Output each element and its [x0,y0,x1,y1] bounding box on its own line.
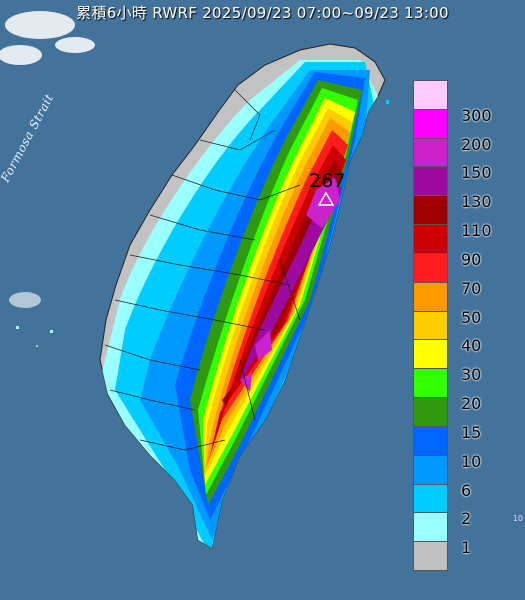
max-location-triangle-icon [318,192,334,206]
legend-swatch [413,195,448,226]
legend-swatch [413,80,448,110]
legend-label: 150 [461,163,492,183]
legend-swatch [413,368,448,399]
legend-label: 70 [461,278,482,298]
corner-label: 10 [512,514,523,523]
legend-label: 20 [461,394,482,414]
legend-label: 200 [461,134,492,154]
legend-swatch [413,425,448,456]
map-title: 累積6小時 RWRF 2025/09/23 07:00~09/23 13:00 [76,4,449,22]
max-rainfall-value: 267 [309,170,346,192]
legend-label: 10 [461,451,482,471]
legend-label: 2 [461,509,472,529]
offshore-islands [16,100,389,347]
legend-label: 50 [461,307,482,327]
rainfall-field [100,60,380,548]
legend-swatch [413,483,448,514]
legend-label: 40 [461,336,482,356]
legend-swatch [413,454,448,485]
legend-swatch [413,252,448,283]
legend-label: 6 [461,480,472,500]
legend-swatch [413,397,448,427]
legend-swatch [413,281,448,312]
cloud-cover [0,11,95,308]
legend-swatch [413,541,448,571]
legend-swatch [413,166,448,197]
legend-label: 30 [461,365,482,385]
legend-swatch [413,137,448,168]
legend-swatch [413,339,448,370]
legend-swatch [413,512,448,543]
legend-label: 90 [461,249,482,269]
legend-label: 15 [461,422,482,442]
legend-swatch [413,224,448,254]
legend-label: 130 [461,192,492,212]
legend-label: 300 [461,105,492,125]
county-boundaries [104,89,301,451]
legend-swatch [413,108,448,139]
legend-label: 1 [461,538,472,558]
legend-label: 110 [461,221,492,241]
legend-swatch [413,310,448,341]
